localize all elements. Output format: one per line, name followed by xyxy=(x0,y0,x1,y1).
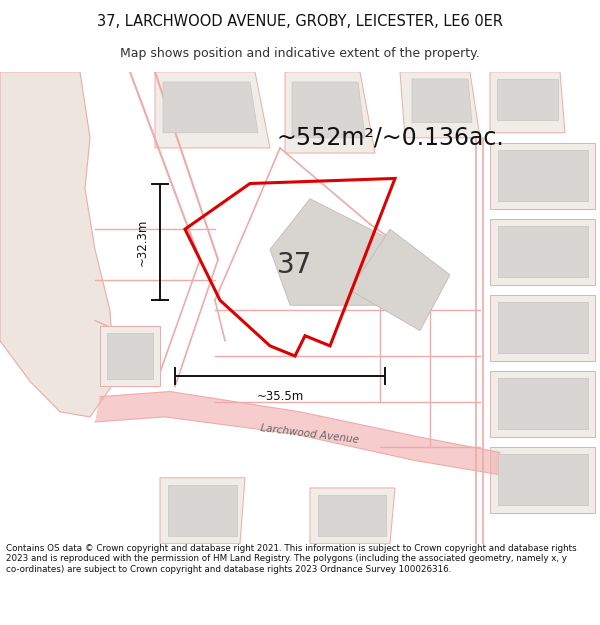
Polygon shape xyxy=(490,295,595,361)
Text: ~32.3m: ~32.3m xyxy=(136,218,149,266)
Polygon shape xyxy=(498,378,588,429)
Polygon shape xyxy=(292,82,365,138)
Polygon shape xyxy=(163,82,258,132)
Polygon shape xyxy=(100,326,160,386)
Polygon shape xyxy=(490,72,565,132)
Text: ~552m²/~0.136ac.: ~552m²/~0.136ac. xyxy=(276,126,504,150)
Polygon shape xyxy=(350,229,450,331)
Polygon shape xyxy=(0,72,115,417)
Polygon shape xyxy=(95,391,500,475)
Polygon shape xyxy=(490,219,595,285)
Polygon shape xyxy=(490,448,595,513)
Polygon shape xyxy=(270,199,400,305)
Polygon shape xyxy=(160,478,245,544)
Polygon shape xyxy=(490,371,595,438)
Polygon shape xyxy=(285,72,375,153)
Polygon shape xyxy=(497,79,558,119)
Text: Contains OS data © Crown copyright and database right 2021. This information is : Contains OS data © Crown copyright and d… xyxy=(6,544,577,574)
Polygon shape xyxy=(412,79,472,122)
Polygon shape xyxy=(498,454,588,505)
Polygon shape xyxy=(498,150,588,201)
Text: Map shows position and indicative extent of the property.: Map shows position and indicative extent… xyxy=(120,48,480,61)
Polygon shape xyxy=(168,485,237,536)
Polygon shape xyxy=(400,72,480,138)
Polygon shape xyxy=(107,332,153,379)
Text: 37: 37 xyxy=(277,251,313,279)
Polygon shape xyxy=(490,143,595,209)
Polygon shape xyxy=(498,226,588,277)
Polygon shape xyxy=(310,488,395,544)
Text: ~35.5m: ~35.5m xyxy=(256,390,304,403)
Polygon shape xyxy=(318,495,386,536)
Polygon shape xyxy=(498,302,588,353)
Polygon shape xyxy=(155,72,270,148)
Text: Larchwood Avenue: Larchwood Avenue xyxy=(260,423,360,445)
Text: 37, LARCHWOOD AVENUE, GROBY, LEICESTER, LE6 0ER: 37, LARCHWOOD AVENUE, GROBY, LEICESTER, … xyxy=(97,14,503,29)
